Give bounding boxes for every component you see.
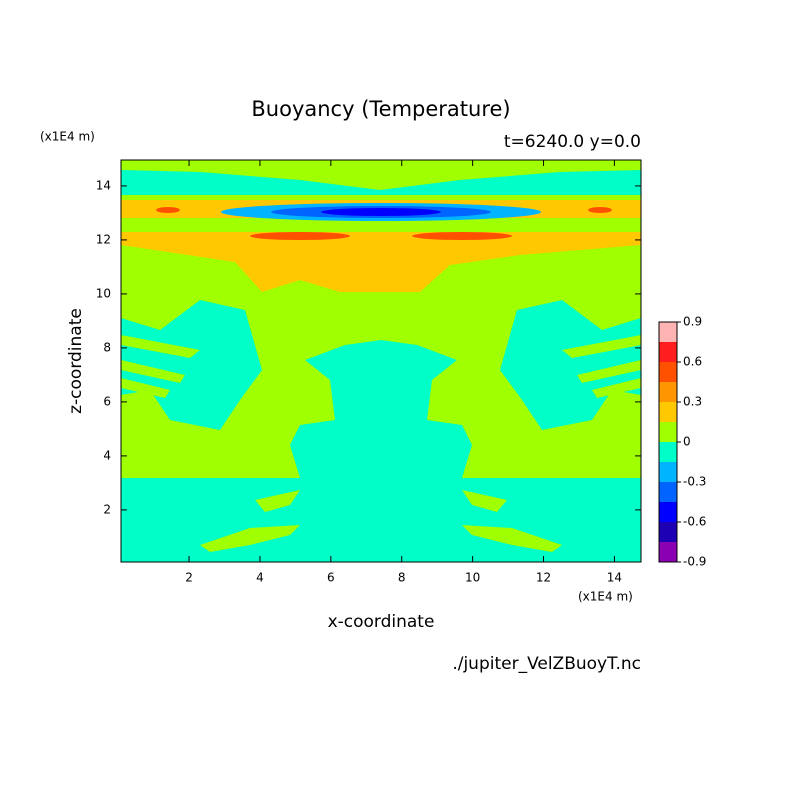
y-tick-label: 2 — [103, 502, 111, 516]
colorbar-swatch — [659, 402, 677, 422]
colorbar-swatch — [659, 502, 677, 522]
y-unit: (x1E4 m) — [40, 130, 95, 144]
colorbar-swatch — [659, 342, 677, 362]
plot-frame — [120, 159, 642, 563]
colorbar-label: -0.3 — [683, 475, 706, 489]
x-tick-label: 2 — [185, 571, 193, 585]
contour-region — [156, 207, 180, 213]
contour-region — [121, 360, 185, 383]
contour-region — [500, 300, 641, 430]
y-tick-label: 4 — [103, 448, 111, 462]
y-tick-label: 14 — [96, 178, 111, 192]
x-tick-label: 4 — [256, 571, 264, 585]
colorbar-label: 0.6 — [683, 355, 702, 369]
x-tick-label: 10 — [465, 571, 480, 585]
contour-region — [250, 232, 350, 240]
chart-title: Buoyancy (Temperature) — [251, 97, 510, 121]
contour-region — [121, 300, 262, 430]
x-tick-label: 8 — [398, 571, 406, 585]
colorbar-label: 0 — [683, 435, 691, 449]
contour-region — [462, 490, 507, 512]
contour-region — [121, 378, 170, 398]
colorbar-label: -0.9 — [683, 555, 706, 569]
colorbar-label: 0.9 — [683, 315, 702, 329]
colorbar-label: -0.6 — [683, 515, 706, 529]
contour-region — [121, 170, 641, 195]
colorbar-swatch — [659, 322, 677, 342]
x-unit: (x1E4 m) — [578, 590, 633, 604]
colorbar-swatch — [659, 362, 677, 382]
colorbar-swatch — [659, 462, 677, 482]
contour-region — [412, 232, 512, 240]
colorbar-swatch — [659, 542, 677, 562]
chart-subtitle: t=6240.0 y=0.0 — [504, 132, 641, 152]
colorbar-label: 0.3 — [683, 395, 702, 409]
contour-region — [255, 490, 300, 512]
contour-region — [462, 525, 562, 552]
contour-region — [588, 207, 612, 213]
y-axis-label: z-coordinate — [66, 308, 86, 414]
contour-region — [121, 232, 641, 292]
y-tick-label: 12 — [96, 232, 111, 246]
contour-region — [592, 378, 641, 398]
contour-region — [121, 340, 641, 562]
colorbar-swatch — [659, 442, 677, 462]
y-tick-label: 6 — [103, 394, 111, 408]
contour-region — [200, 525, 300, 552]
y-tick-label: 8 — [103, 340, 111, 354]
colorbar-swatch — [659, 522, 677, 542]
contour-region — [121, 335, 200, 358]
colorbar-swatch — [659, 422, 677, 442]
x-tick-label: 14 — [607, 571, 622, 585]
contour-region — [321, 208, 441, 216]
x-tick-label: 6 — [327, 571, 335, 585]
y-tick-label: 10 — [96, 286, 111, 300]
colorbar-swatch — [659, 382, 677, 402]
contour-region — [577, 360, 641, 383]
colorbar-swatch — [659, 482, 677, 502]
source-file: ./jupiter_VelZBuoyT.nc — [452, 654, 641, 674]
x-tick-label: 12 — [536, 571, 551, 585]
x-axis-label: x-coordinate — [328, 612, 435, 632]
contour-region — [562, 335, 641, 358]
